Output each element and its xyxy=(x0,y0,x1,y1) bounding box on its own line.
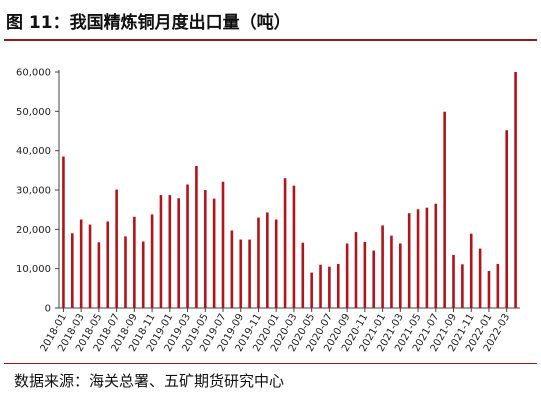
figure-title: 图 11：我国精炼铜月度出口量（吨） xyxy=(6,13,291,33)
y-tick-label: 10,000 xyxy=(16,264,51,275)
bar-2022-03 xyxy=(505,130,508,308)
bar-2022-04 xyxy=(514,72,517,308)
bar-2019-06 xyxy=(212,198,216,308)
bar-2021-08 xyxy=(443,111,446,308)
bar-2020-03 xyxy=(292,185,296,308)
bar-2018-04 xyxy=(88,224,92,308)
bar-2020-01 xyxy=(274,219,278,308)
y-tick-label: 30,000 xyxy=(16,186,51,197)
bar-2019-04 xyxy=(195,166,198,308)
bar-2019-07 xyxy=(221,181,225,308)
bar-2020-07 xyxy=(328,266,331,308)
bar-2021-03 xyxy=(399,243,402,308)
bar-2021-07 xyxy=(434,203,438,308)
y-tick-label: 40,000 xyxy=(16,146,51,157)
y-tick-label: 50,000 xyxy=(16,107,51,118)
y-tick-label: 20,000 xyxy=(16,225,51,236)
bar-2021-06 xyxy=(425,207,429,308)
bar-2019-08 xyxy=(230,230,234,308)
bar-2020-11 xyxy=(363,241,367,308)
export-volume-bar-chart: 010,00020,00030,00040,00050,00060,000201… xyxy=(16,68,520,354)
bar-2019-09 xyxy=(239,239,243,308)
y-tick-label: 60,000 xyxy=(16,68,51,79)
bar-2020-05 xyxy=(310,272,313,308)
bar-2018-02 xyxy=(71,233,74,308)
bar-2019-05 xyxy=(203,190,207,308)
bar-2021-02 xyxy=(390,235,393,308)
bar-2021-10 xyxy=(461,264,464,308)
bar-2020-09 xyxy=(345,243,349,308)
bar-2020-06 xyxy=(319,264,322,308)
bar-2020-12 xyxy=(372,250,376,308)
bar-2018-06 xyxy=(106,221,110,308)
bar-2019-12 xyxy=(266,212,269,308)
bar-2018-11 xyxy=(150,214,154,308)
title-divider xyxy=(4,39,537,41)
bar-2020-10 xyxy=(354,232,358,308)
source-divider xyxy=(4,363,537,364)
bar-2018-01 xyxy=(62,156,65,308)
bar-2019-10 xyxy=(248,239,251,308)
bar-2020-02 xyxy=(283,178,287,308)
bar-2018-05 xyxy=(97,242,101,308)
bar-2018-12 xyxy=(159,195,163,308)
bar-2021-09 xyxy=(452,254,455,308)
bar-2022-02 xyxy=(496,263,500,308)
bar-2018-09 xyxy=(133,216,136,308)
bar-2018-10 xyxy=(141,241,145,308)
bar-2019-03 xyxy=(186,184,189,308)
bar-2021-04 xyxy=(407,213,411,308)
bar-2022-01 xyxy=(487,271,491,308)
y-tick-label: 0 xyxy=(45,304,51,315)
bar-2021-11 xyxy=(469,233,473,308)
bar-2019-02 xyxy=(177,198,180,308)
bar-2018-07 xyxy=(115,189,118,308)
bar-2019-11 xyxy=(257,217,260,308)
data-source-note: 数据来源：海关总署、五矿期货研究中心 xyxy=(14,372,285,390)
bar-2020-04 xyxy=(301,242,305,308)
bar-2021-01 xyxy=(381,225,384,308)
bar-2018-03 xyxy=(79,219,83,308)
bar-2021-05 xyxy=(416,209,420,308)
bar-2019-01 xyxy=(168,195,172,308)
bar-2020-08 xyxy=(336,263,340,308)
bar-2021-12 xyxy=(478,248,482,308)
bar-2018-08 xyxy=(124,236,127,308)
